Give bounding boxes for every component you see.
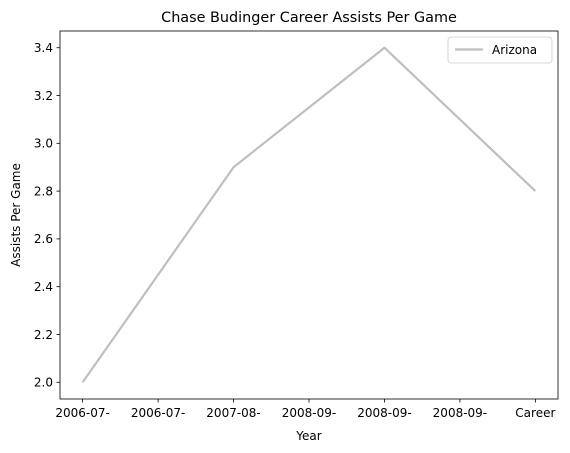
x-tick-label: 2006-07- xyxy=(131,406,185,420)
plot-area-frame xyxy=(59,30,559,400)
series-line-0 xyxy=(81,46,537,383)
series-layer xyxy=(81,46,537,383)
legend-frame xyxy=(447,36,553,64)
x-tick-label: 2008-09- xyxy=(282,406,336,420)
x-tick-label: Career xyxy=(515,406,555,420)
x-axis-label: Year xyxy=(295,429,321,443)
x-tick-label: 2008-09- xyxy=(433,406,487,420)
y-tick-label: 3.0 xyxy=(34,137,53,151)
y-axis: 2.0 2.2 2.4 2.6 2.8 3.0 3.2 3.4 xyxy=(34,41,60,390)
x-axis: 2006-07- 2006-07- 2007-08- 2008-09- 2008-09-… xyxy=(55,399,555,420)
x-tick-label: 2007-08- xyxy=(206,406,260,420)
chart-title: Chase Budinger Career Assists Per Game xyxy=(161,10,457,26)
legend-entry-arizona: Arizona xyxy=(492,43,537,57)
y-tick-label: 2.8 xyxy=(34,184,53,198)
y-tick-label: 2.6 xyxy=(34,232,53,246)
x-tick-label: 2006-07- xyxy=(55,406,109,420)
y-axis-label: Assists Per Game xyxy=(9,163,23,267)
x-tick-label: 2008-09- xyxy=(357,406,411,420)
legend: Arizona xyxy=(447,36,553,64)
y-tick-label: 2.0 xyxy=(34,376,53,390)
y-tick-label: 2.2 xyxy=(34,328,53,342)
y-tick-label: 3.4 xyxy=(34,41,53,55)
y-tick-label: 3.2 xyxy=(34,89,53,103)
y-tick-label: 2.4 xyxy=(34,280,53,294)
